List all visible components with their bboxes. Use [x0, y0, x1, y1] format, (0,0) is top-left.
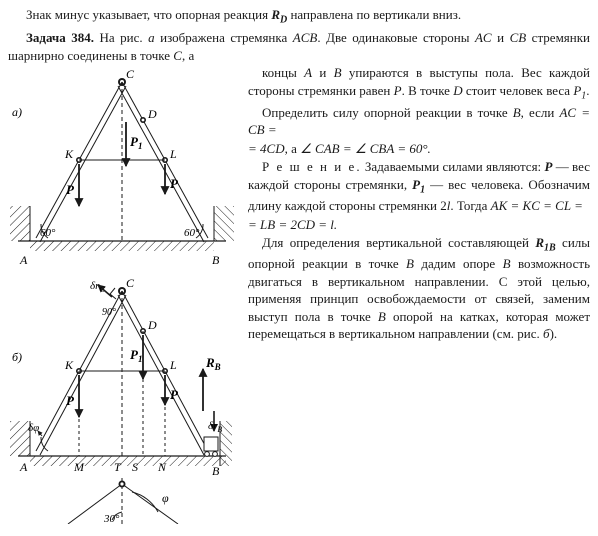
figure-svg: а): [8, 66, 236, 524]
svg-text:P1: P1: [130, 347, 142, 364]
subfigure-a: а): [10, 67, 234, 267]
svg-text:S: S: [132, 460, 138, 474]
label-a: а): [12, 105, 22, 119]
subfigure-b: б): [10, 276, 232, 478]
svg-text:60°: 60°: [40, 227, 56, 239]
figure: а): [8, 66, 236, 524]
svg-text:δφ: δφ: [28, 422, 39, 434]
svg-text:90°: 90°: [102, 307, 116, 318]
svg-text:P1: P1: [130, 134, 142, 151]
subfigure-c-partial: φ 30°: [68, 478, 178, 524]
svg-text:δrC: δrC: [90, 280, 105, 294]
svg-text:P: P: [170, 387, 179, 402]
intro-text-1: Знак минус указывает, что опорная реакци…: [26, 7, 271, 22]
svg-text:C: C: [126, 276, 135, 290]
problem-statement: Задача 384. На рис. а изображена стремян…: [8, 29, 590, 64]
intro-paragraph: Знак минус указывает, что опорная реакци…: [8, 6, 590, 27]
svg-text:M: M: [73, 460, 85, 474]
svg-text:K: K: [64, 358, 74, 372]
svg-text:P: P: [170, 176, 179, 191]
svg-text:60°: 60°: [184, 227, 200, 239]
svg-text:A: A: [19, 253, 28, 267]
svg-text:30°: 30°: [103, 513, 120, 524]
svg-text:B: B: [212, 253, 220, 267]
svg-text:L: L: [169, 358, 177, 372]
svg-text:K: K: [64, 147, 74, 161]
svg-text:B: B: [212, 464, 220, 478]
solution-label: Р е ш е н и е.: [262, 159, 362, 174]
svg-text:A: A: [19, 460, 28, 474]
intro-text-2: направлена по вертикали вниз.: [287, 7, 461, 22]
svg-text:L: L: [169, 147, 177, 161]
symbol-R: RD: [271, 7, 287, 22]
svg-text:RB: RB: [205, 355, 221, 372]
svg-text:N: N: [157, 460, 167, 474]
svg-text:P: P: [66, 393, 75, 408]
svg-text:φ: φ: [162, 491, 169, 505]
svg-text:D: D: [147, 107, 157, 121]
svg-text:P: P: [66, 182, 75, 197]
svg-text:C: C: [126, 67, 135, 81]
label-b: б): [12, 350, 22, 364]
problem-label: Задача 384.: [26, 30, 94, 45]
svg-text:D: D: [147, 318, 157, 332]
